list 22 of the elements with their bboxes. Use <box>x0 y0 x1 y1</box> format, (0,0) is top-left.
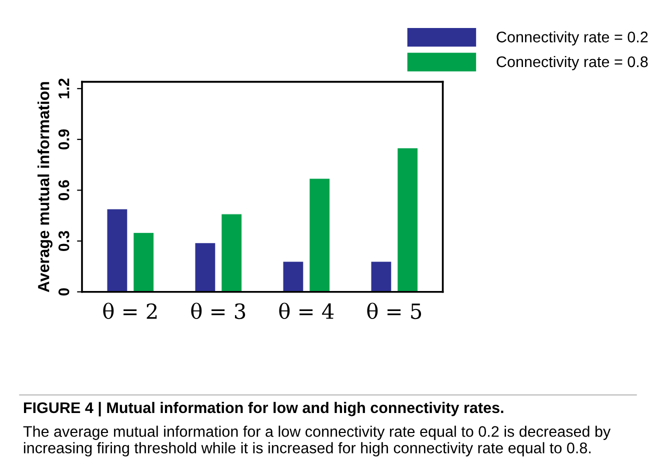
y-tick-label: 0.9 <box>58 129 70 150</box>
bar <box>106 208 128 292</box>
legend-label: Connectivity rate = 0.8 <box>496 56 648 70</box>
y-tick-label: 1.2 <box>58 78 70 98</box>
bar <box>282 261 304 292</box>
x-tick-label: θ = 5 <box>367 302 422 320</box>
y-axis-title: Average mutual information <box>38 82 52 292</box>
x-tick-label: θ = 4 <box>279 302 334 320</box>
y-tick-label: 0.6 <box>58 180 70 200</box>
bar <box>396 148 418 292</box>
caption: FIGURE 4 | Mutual information for low and high connectivity rates. <box>24 402 504 416</box>
y-tick-label: 0.3 <box>58 230 70 252</box>
x-tick-label: θ = 3 <box>191 302 246 320</box>
text: The average mutual information for a low connectivity rate equal to 0.2 is decreased by increasing firing threshold while it is increased for high connectivity rate equal to 0.8. <box>23 426 611 456</box>
y-tick-label: 0 <box>58 288 70 296</box>
bar <box>132 232 154 292</box>
x-tick-label: θ = 2 <box>103 302 157 320</box>
bar <box>308 178 330 292</box>
bar <box>370 261 392 292</box>
legend-label: Connectivity rate = 0.2 <box>496 31 648 46</box>
bar <box>194 242 216 292</box>
bar <box>220 214 242 292</box>
